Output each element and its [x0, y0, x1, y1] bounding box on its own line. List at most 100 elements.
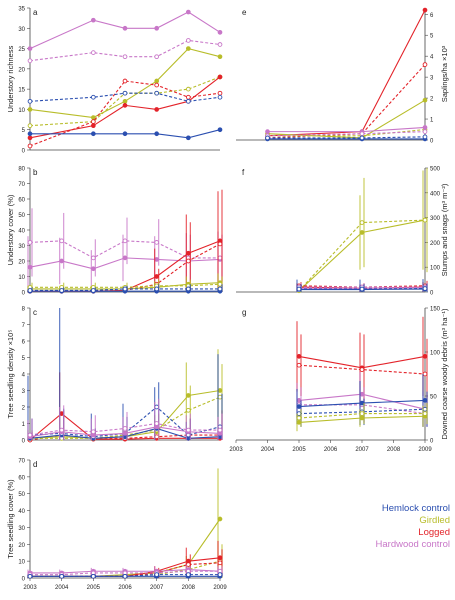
data-point	[90, 131, 96, 137]
data-point	[185, 393, 191, 398]
series-line	[267, 64, 426, 139]
series-hemlock_control-dashed	[296, 283, 428, 292]
data-point	[422, 125, 428, 130]
data-point	[90, 429, 96, 435]
x-tick-label: 2005	[87, 585, 101, 591]
data-point	[422, 217, 428, 223]
series-hemlock_control-dashed	[265, 134, 428, 141]
data-point	[27, 131, 33, 137]
data-point	[217, 255, 223, 261]
data-point	[265, 135, 270, 141]
data-point	[217, 127, 223, 133]
y-tick-label: 2	[430, 97, 434, 103]
data-point	[27, 573, 33, 579]
series-line	[298, 364, 426, 375]
data-point	[122, 238, 128, 244]
data-point	[296, 286, 302, 292]
data-point	[122, 54, 128, 60]
data-point	[217, 90, 223, 96]
y-tick-label: 0	[22, 149, 26, 155]
y-tick-label: 50	[18, 492, 25, 498]
panel-label: d	[33, 460, 37, 469]
series-line	[29, 39, 221, 62]
data-point	[90, 115, 96, 120]
panel-label: a	[33, 8, 38, 17]
y-tick-label: 20	[18, 543, 25, 549]
legend-item-logged: Logged	[418, 527, 450, 538]
data-point	[185, 86, 191, 92]
y-axis-title: Understory cover (%)	[6, 194, 15, 265]
data-point	[359, 411, 365, 416]
y-tick-label: 6	[22, 340, 26, 346]
data-point	[217, 94, 223, 100]
panel-a: a 0 5 10 15 20 25 30 35 Understory richness	[6, 7, 223, 155]
series-girdled-solid	[27, 468, 223, 579]
series-line	[298, 413, 425, 419]
y-tick-label: 30	[18, 244, 25, 250]
data-point	[359, 286, 365, 292]
data-point	[154, 54, 160, 60]
series-line	[298, 408, 426, 415]
data-point	[154, 274, 160, 279]
data-point	[359, 230, 365, 235]
data-point	[154, 286, 160, 292]
data-point	[154, 404, 160, 410]
y-tick-label: 4	[22, 373, 26, 379]
series-hardwood_control-solid	[27, 9, 223, 51]
x-tick-label: 2009	[418, 447, 432, 453]
data-point	[27, 143, 33, 149]
data-point	[154, 240, 160, 245]
y-tick-label: 20	[18, 260, 25, 266]
y-tick-label: 20	[18, 67, 25, 73]
data-point	[90, 94, 96, 100]
panel-label: e	[242, 8, 247, 17]
series-line	[29, 47, 221, 119]
x-tick-label: 2008	[387, 447, 401, 453]
panel-label: g	[242, 308, 246, 317]
data-point	[422, 371, 428, 377]
data-point	[27, 107, 33, 112]
series-line	[267, 131, 426, 137]
data-point	[122, 286, 128, 292]
data-point	[122, 426, 128, 431]
data-point	[154, 107, 160, 112]
y-tick-label: 30	[18, 526, 25, 532]
series-hemlock_control-solid	[27, 308, 223, 441]
data-point	[185, 38, 191, 43]
series-girdled-dashed	[296, 168, 428, 294]
series-logged-solid	[296, 316, 428, 404]
y-axis-title: Downed coarse woody debris (m³ ha⁻¹)	[440, 308, 449, 440]
x-tick-label: 2003	[229, 447, 243, 453]
y-tick-label: 5	[22, 356, 26, 362]
y-tick-label: 300	[430, 216, 441, 222]
data-point	[422, 406, 428, 412]
y-tick-label: 5	[22, 128, 26, 134]
data-point	[122, 103, 128, 108]
series-line	[29, 92, 221, 102]
y-tick-label: 0	[430, 139, 434, 145]
data-point	[296, 354, 302, 359]
series-girdled-solid	[265, 97, 428, 141]
y-axis-title: Understory richness	[6, 45, 15, 112]
data-point	[27, 123, 33, 129]
panel-b: b 0 10 20 30 40 50 60 70 80 Understory cover (%)	[6, 167, 223, 297]
y-axis-title: Tree seedling cover (%)	[6, 479, 15, 559]
series-hemlock_control-dashed	[27, 90, 223, 104]
y-tick-label: 60	[18, 475, 25, 481]
series-girdled-dashed	[296, 403, 428, 427]
data-point	[27, 432, 33, 438]
series-hardwood_control-dashed	[27, 38, 223, 64]
data-point	[217, 394, 223, 400]
data-point	[27, 58, 33, 64]
data-point	[185, 258, 191, 264]
data-point	[185, 250, 191, 256]
data-point	[359, 220, 365, 225]
data-point	[122, 431, 128, 436]
data-point	[90, 288, 96, 293]
y-tick-label: 0	[22, 439, 26, 445]
data-point	[154, 131, 160, 137]
data-point	[217, 516, 223, 522]
data-point	[59, 427, 65, 433]
series-line	[29, 240, 220, 259]
